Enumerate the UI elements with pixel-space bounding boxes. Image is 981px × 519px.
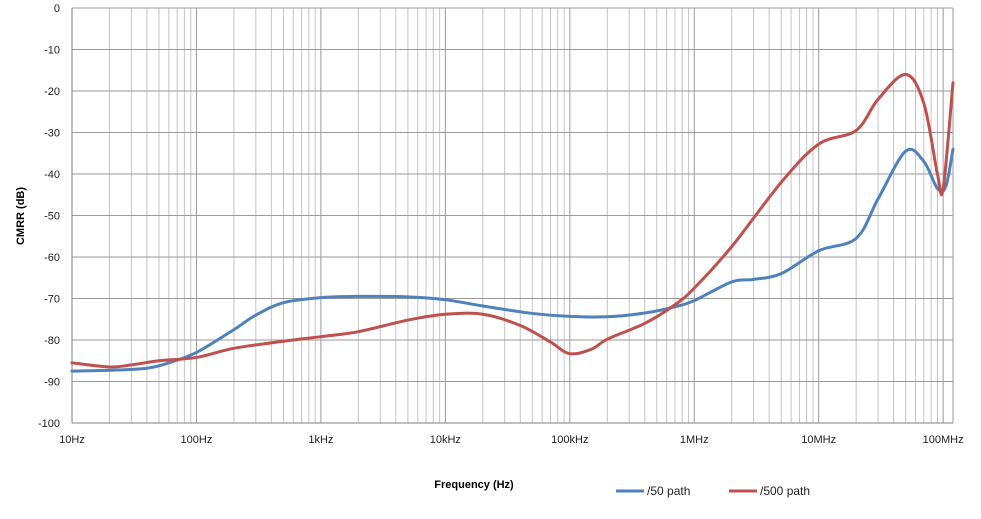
legend-label: /500 path <box>760 484 810 498</box>
x-tick-label: 1MHz <box>680 434 709 446</box>
y-tick-label: -50 <box>44 211 60 223</box>
y-tick-label: -80 <box>44 335 60 347</box>
series-line-div50 <box>70 147 955 373</box>
y-tick-label: -90 <box>44 377 60 389</box>
y-tick-label: -100 <box>38 418 60 430</box>
y-tick-label: -60 <box>44 252 60 264</box>
y-axis-ticks: 0 -10 -20 -30 -40 -50 -60 -70 -80 -90 -100 <box>38 3 60 430</box>
x-tick-label: 10kHz <box>430 434 461 446</box>
x-tick-label: 100kHz <box>551 434 588 446</box>
x-tick-label: 10MHz <box>801 434 836 446</box>
legend-label: /50 path <box>647 484 690 498</box>
y-tick-label: -30 <box>44 128 60 140</box>
series-lines <box>70 72 955 373</box>
x-axis-title: Frequency (Hz) <box>434 479 514 491</box>
legend: /50 path/500 path <box>616 484 810 498</box>
y-tick-label: -40 <box>44 169 60 181</box>
series-line-div500 <box>70 72 955 369</box>
x-tick-label: 10Hz <box>59 434 85 446</box>
grid <box>71 7 954 424</box>
y-tick-label: -10 <box>44 45 60 57</box>
x-tick-label: 1kHz <box>308 434 333 446</box>
x-tick-label: 100Hz <box>181 434 213 446</box>
y-axis-title: CMRR (dB) <box>15 187 27 245</box>
y-tick-label: -20 <box>44 86 60 98</box>
x-axis-ticks: 10Hz 100Hz 1kHz 10kHz 100kHz 1MHz 10MHz 100MHz <box>59 434 963 446</box>
x-tick-label: 100MHz <box>923 434 964 446</box>
y-tick-label: -70 <box>44 294 60 306</box>
y-tick-label: 0 <box>54 3 60 15</box>
